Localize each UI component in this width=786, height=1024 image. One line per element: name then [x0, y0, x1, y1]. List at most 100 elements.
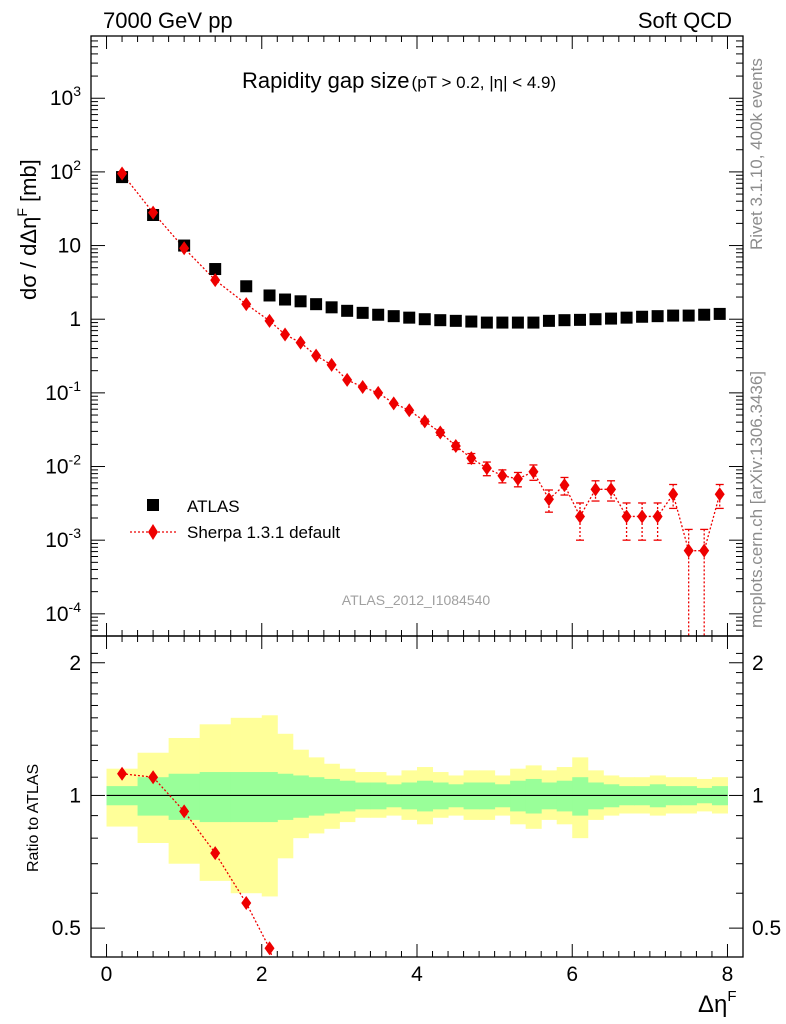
atlas-point	[558, 314, 571, 327]
atlas-point	[418, 313, 431, 326]
main-y-tick-label: 10-3	[45, 525, 81, 552]
header-left-label: 7000 GeV pp	[103, 8, 233, 33]
sherpa-point	[575, 509, 585, 524]
sherpa-point	[311, 348, 322, 363]
x-tick-label: 6	[566, 963, 578, 986]
atlas-point	[511, 316, 524, 329]
atlas-point	[240, 280, 253, 293]
ratio-plot-series	[117, 766, 275, 957]
sherpa-point	[466, 451, 477, 466]
legend-sherpa-marker	[148, 524, 158, 540]
sherpa-point	[497, 468, 508, 483]
x-tick-label: 2	[256, 963, 268, 986]
ratio-inner-band-bin	[417, 780, 434, 812]
x-tick-label: 0	[101, 963, 113, 986]
sherpa-point	[357, 380, 368, 395]
sherpa-point	[241, 297, 252, 312]
atlas-point	[465, 315, 478, 328]
atlas-point	[527, 316, 540, 329]
atlas-point	[341, 304, 354, 317]
atlas-point	[449, 314, 462, 327]
ratio-inner-band-bin	[277, 773, 294, 820]
atlas-point	[325, 301, 338, 314]
axis-tick-labels: 10-4 10-3 10-2 10-1 1 10 102 103 0.5 0.5 1 1 2 2 0 2 4 6 8	[45, 83, 781, 986]
main-y-tick-label: 102	[50, 157, 81, 184]
sherpa-point	[652, 509, 663, 524]
ratio-inner-band-bin	[230, 772, 263, 823]
atlas-point	[372, 308, 385, 321]
ratio-sherpa-point	[117, 766, 128, 781]
main-y-tick-label: 10	[58, 235, 81, 258]
ratio-inner-band-bin	[323, 778, 340, 814]
atlas-point	[651, 310, 664, 323]
sherpa-point	[683, 543, 694, 558]
rivet-label: Rivet 3.1.10, 400k events	[747, 58, 766, 250]
ratio-sherpa-point	[264, 941, 275, 956]
atlas-point	[713, 307, 726, 320]
atlas-point	[263, 289, 276, 302]
sherpa-point	[590, 482, 601, 497]
atlas-point	[636, 310, 649, 323]
ratio-inner-band-bin	[199, 772, 232, 823]
main-y-tick-label: 10-2	[45, 452, 81, 479]
sherpa-point	[450, 438, 461, 453]
ratio-y-tick-label-left: 2	[69, 652, 81, 675]
sherpa-point	[621, 509, 632, 524]
sherpa-point	[637, 509, 648, 524]
atlas-point	[698, 308, 711, 321]
sherpa-point	[512, 471, 523, 486]
sherpa-point	[117, 166, 128, 181]
atlas-point	[682, 309, 695, 322]
sherpa-point	[280, 327, 291, 342]
sherpa-point	[210, 273, 221, 288]
atlas-point	[294, 295, 307, 308]
sherpa-point	[606, 482, 617, 497]
ratio-y-tick-label-left: 0.5	[52, 917, 81, 940]
atlas-point	[605, 312, 618, 325]
main-title-text: Rapidity gap size	[242, 68, 410, 93]
ratio-uncertainty-bands	[106, 715, 728, 897]
header-right-label: Soft QCD	[638, 8, 732, 33]
sherpa-point	[559, 478, 570, 493]
sherpa-point	[699, 543, 710, 558]
main-plot-frame	[90, 35, 744, 637]
atlas-point	[279, 293, 292, 306]
ratio-inner-band-bin	[572, 777, 589, 816]
atlas-point	[620, 311, 633, 324]
atlas-point	[209, 263, 222, 276]
ratio-inner-band-bin	[261, 772, 278, 823]
sherpa-point	[481, 461, 492, 476]
x-tick-label: 4	[411, 963, 423, 986]
sherpa-point	[295, 335, 306, 350]
sherpa-point	[148, 205, 159, 220]
ratio-inner-band-bin	[556, 780, 573, 812]
sherpa-point	[668, 487, 679, 502]
ratio-inner-band-bin	[339, 780, 356, 812]
main-y-tick-label: 1	[69, 308, 81, 331]
ratio-sherpa-point	[148, 770, 159, 785]
legend: ATLAS Sherpa 1.3.1 default	[130, 497, 340, 542]
ratio-y-tick-label-right: 0.5	[752, 917, 781, 940]
ratio-y-tick-label-right: 1	[752, 784, 764, 807]
main-y-tick-label: 103	[50, 83, 81, 110]
atlas-point	[667, 309, 680, 322]
atlas-point	[434, 314, 447, 327]
sherpa-point	[373, 385, 384, 400]
sherpa-point	[264, 313, 275, 328]
ratio-inner-band-bin	[510, 780, 527, 812]
ratio-y-axis-label: Ratio to ATLAS	[25, 764, 42, 872]
atlas-point	[480, 316, 493, 329]
ratio-y-tick-label-right: 2	[752, 652, 764, 675]
x-axis-label: ΔηF	[698, 988, 737, 1018]
sherpa-point	[419, 414, 430, 429]
sherpa-point	[388, 396, 399, 411]
ratio-y-tick-label-left: 1	[69, 784, 81, 807]
atlas-point	[403, 311, 416, 324]
sherpa-point	[435, 425, 446, 440]
atlas-point	[542, 314, 555, 327]
axis-ticks	[90, 35, 744, 957]
sherpa-line	[121, 173, 721, 552]
mcplots-label: mcplots.cern.ch [arXiv:1306.3436]	[747, 371, 766, 628]
atlas-point	[310, 298, 323, 311]
